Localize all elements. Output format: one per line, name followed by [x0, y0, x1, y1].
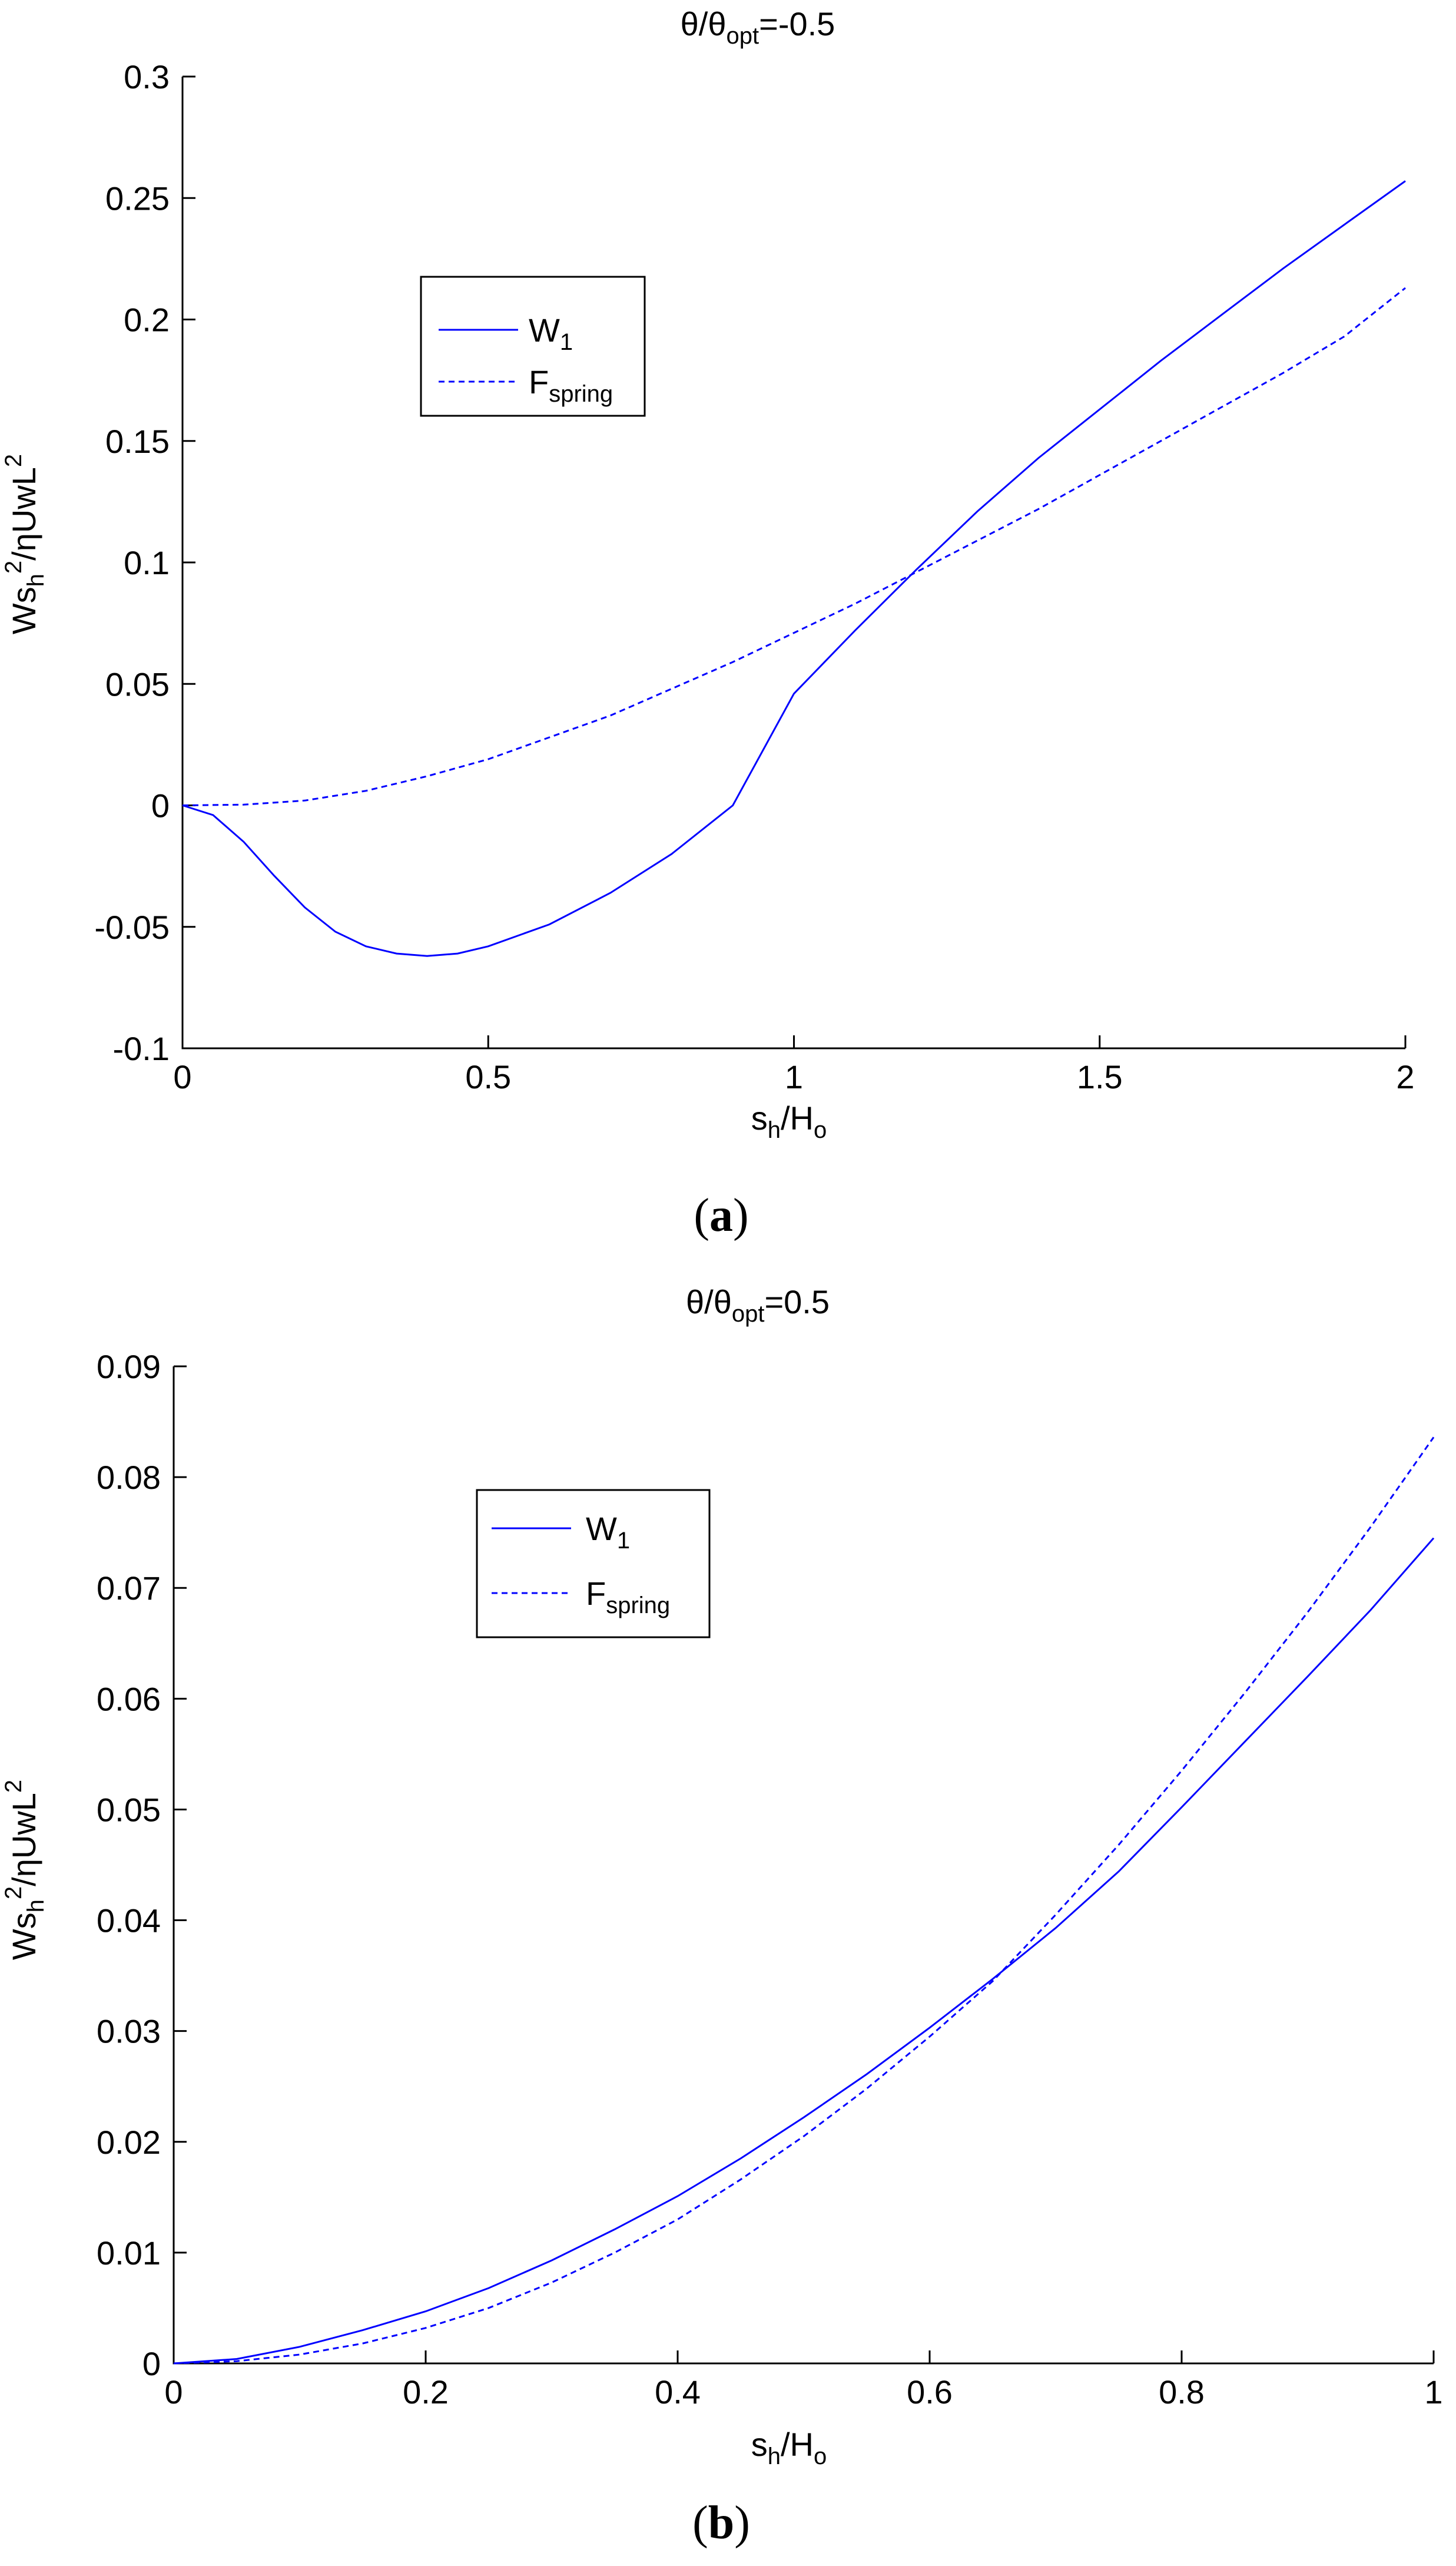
panel-a-y-axis-label: Wsh2/ηUwL2	[1, 454, 49, 634]
panel-b-y-tick-label: 0.06	[97, 1680, 161, 1717]
panel-b-x-tick-label: 0.6	[907, 2373, 953, 2411]
panel-b-x-tick-label: 1	[1424, 2373, 1442, 2411]
panel-b-y-axis-label: Wsh2/ηUwL2	[1, 1780, 49, 1960]
panel-b-y-tick-label: 0.09	[97, 1348, 161, 1385]
panel-a-y-ticks: -0.1 -0.05 0 0.05 0.1 0.15 0.2 0.25 0.3	[94, 58, 195, 1067]
panel-a-y-tick-label: 0.1	[124, 544, 170, 581]
panel-b-y-tick-label: 0.02	[97, 2124, 161, 2161]
panel-b-x-axis-label: sh/Ho	[751, 2426, 827, 2469]
panel-a-y-tick-label: 0.15	[105, 423, 170, 460]
panel-a-series-lines	[182, 180, 1406, 957]
panel-b-y-ticks: 0 0.01 0.02 0.03 0.04 0.05 0.06 0.07 0.08 0.09	[97, 1348, 187, 2382]
panel-a-y-tick-label: 0.2	[124, 302, 170, 339]
panel-b-y-tick-label: 0.03	[97, 2013, 161, 2050]
panel-a-x-tick-label: 2	[1396, 1058, 1414, 1095]
panel-b-series-lines	[173, 1436, 1435, 2365]
panel-a-title: θ/θopt=-0.5	[681, 5, 835, 49]
panel-a-chart: θ/θopt=-0.5 Wsh2/ηUwL2 sh/Ho 0 0.5 1 1.5 2 -…	[1, 5, 1415, 1241]
panel-b-title: θ/θopt=0.5	[686, 1283, 830, 1327]
panel-a-y-tick-label: 0.05	[105, 665, 170, 703]
panel-b-y-tick-label: 0.04	[97, 1902, 161, 1939]
panel-a-y-tick-label: -0.05	[94, 909, 170, 946]
panel-b-x-tick-label: 0.2	[403, 2373, 449, 2411]
panel-a-x-ticks: 0 0.5 1 1.5 2	[173, 1035, 1415, 1095]
panel-a-legend-label-w1: W1	[529, 312, 573, 355]
panel-a-series-w1	[182, 180, 1406, 957]
panel-b-y-tick-label: 0.01	[97, 2234, 161, 2272]
panel-a-x-tick-label: 0	[173, 1058, 191, 1095]
panel-b-x-tick-label: 0.8	[1159, 2373, 1205, 2411]
panel-b-x-tick-label: 0.4	[655, 2373, 701, 2411]
panel-b-legend-label-w1: W1	[586, 1510, 630, 1554]
panel-b-y-tick-label: 0.07	[97, 1570, 161, 1607]
panel-b-legend-label-fspring: Fspring	[586, 1575, 670, 1618]
panel-a-series-fspring	[182, 287, 1406, 806]
panel-b-y-tick-label: 0.05	[97, 1791, 161, 1828]
panel-b-legend: W1 Fspring	[476, 1489, 711, 1638]
panel-b-x-tick-label: 0	[164, 2373, 183, 2411]
panel-b-y-tick-label: 0.08	[97, 1459, 161, 1496]
panel-b-series-w1	[173, 1537, 1435, 2365]
panel-b-x-ticks: 0 0.2 0.4 0.6 0.8 1	[164, 2350, 1443, 2411]
panel-a-x-tick-label: 0.5	[465, 1058, 511, 1095]
panel-a-x-tick-label: 1	[785, 1058, 803, 1095]
panel-a-x-tick-label: 1.5	[1077, 1058, 1123, 1095]
panel-a-label: (a)	[694, 1190, 748, 1241]
panel-a-legend-label-fspring: Fspring	[529, 363, 613, 407]
panel-b-y-tick-label: 0	[142, 2345, 161, 2382]
panel-b-series-fspring	[173, 1436, 1435, 2365]
panel-a-y-tick-label: -0.1	[113, 1030, 170, 1067]
panel-a-legend: W1 Fspring	[420, 276, 646, 417]
panel-a-legend-box	[420, 276, 646, 417]
panel-a-y-tick-label: 0.3	[124, 58, 170, 95]
panel-a-y-tick-label: 0	[151, 787, 170, 825]
panel-a-y-tick-label: 0.25	[105, 180, 170, 217]
panel-b-chart: θ/θopt=0.5 Wsh2/ηUwL2 sh/Ho 0 0.2 0.4 0.6 0.…	[1, 1283, 1443, 2549]
panel-a-x-axis-label: sh/Ho	[751, 1100, 827, 1143]
panel-b-label: (b)	[692, 2497, 750, 2549]
panel-b-legend-box	[476, 1489, 711, 1638]
